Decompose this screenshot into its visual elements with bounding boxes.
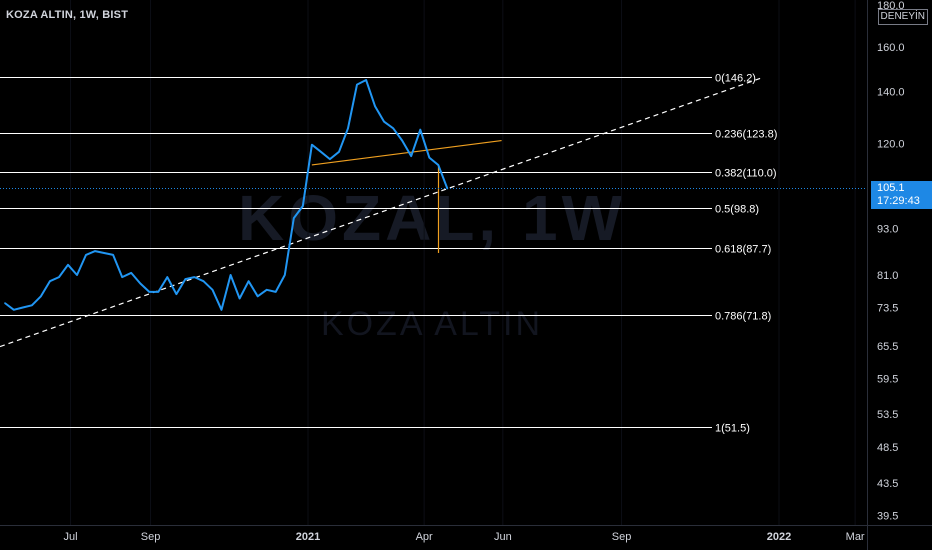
y-tick-label: 120.0 — [877, 138, 905, 150]
price-point — [112, 254, 114, 256]
price-point — [293, 217, 295, 219]
price-point — [374, 105, 376, 107]
price-point — [40, 295, 42, 297]
price-point — [85, 254, 87, 256]
price-point — [94, 250, 96, 252]
fib-level-label: 0.786(71.8) — [715, 311, 771, 323]
price-line — [4, 79, 449, 311]
last-price-value: 105.1 — [877, 182, 905, 194]
y-tick-label: 59.5 — [877, 373, 898, 385]
watermark: KOZAL, 1W KOZA ALTIN — [238, 182, 626, 343]
x-axis[interactable]: Jul Sep 2021 Apr Jun Sep 2022 Mar — [64, 531, 865, 543]
price-point — [347, 127, 349, 129]
y-tick-label: 73.5 — [877, 303, 898, 315]
price-point — [248, 280, 250, 282]
price-point — [148, 291, 150, 293]
price-point — [184, 278, 187, 280]
last-price-tag: 105.1 17:29:43 — [871, 181, 932, 209]
price-point — [257, 295, 259, 297]
price-point — [157, 291, 159, 293]
watermark-symbol: KOZAL, 1W — [238, 182, 626, 254]
watermark-name: KOZA ALTIN — [321, 305, 543, 343]
x-tick-label: 2022 — [767, 531, 791, 543]
price-point — [49, 280, 51, 282]
orange-neckline — [311, 139, 502, 166]
price-point — [22, 306, 24, 309]
trend-line[interactable] — [0, 76, 867, 348]
y-tick-label: 140.0 — [877, 87, 905, 99]
y-tick-label: 43.5 — [877, 478, 898, 490]
fib-level-label: 1(51.5) — [715, 423, 750, 435]
price-point — [76, 274, 78, 276]
y-tick-label: 39.5 — [877, 511, 898, 523]
price-point — [401, 139, 403, 142]
y-axis[interactable]: 180.0160.0140.0120.0105.093.081.073.565.… — [877, 0, 905, 523]
price-point — [266, 289, 268, 291]
price-point — [383, 121, 385, 123]
price-point — [437, 164, 439, 166]
price-point — [31, 304, 33, 306]
y-tick-label: 160.0 — [877, 42, 905, 54]
price-point — [320, 151, 322, 153]
price-point — [275, 291, 277, 293]
price-point — [193, 276, 196, 278]
price-point — [419, 129, 421, 131]
price-point — [356, 84, 358, 86]
x-tick-label: Sep — [612, 531, 632, 543]
fib-level-label: 0.236(123.8) — [715, 129, 777, 141]
y-tick-label: 93.0 — [877, 224, 898, 236]
price-point — [392, 127, 394, 129]
price-point — [329, 158, 331, 160]
price-point — [284, 274, 286, 276]
fib-level-label: 0(146.2) — [715, 73, 756, 85]
y-tick-label: 53.5 — [877, 409, 898, 421]
price-point — [166, 276, 168, 278]
price-point — [67, 264, 69, 266]
price-point — [302, 205, 304, 207]
price-point — [211, 289, 214, 291]
y-tick-label: 48.5 — [877, 442, 898, 454]
bar-countdown: 17:29:43 — [877, 195, 920, 207]
price-series — [4, 79, 449, 311]
price-point — [139, 282, 141, 284]
x-tick-label: Sep — [141, 531, 161, 543]
price-point — [311, 144, 313, 146]
fib-level-label: 0.5(98.8) — [715, 204, 759, 216]
price-point — [103, 252, 105, 254]
price-point — [229, 274, 232, 276]
price-point — [121, 276, 123, 278]
price-point — [365, 79, 367, 81]
price-point — [239, 297, 241, 300]
price-point — [58, 276, 60, 278]
fibonacci-retracement[interactable]: 0(146.2) 0.236(123.8) 0.382(110.0) 0.5(98.8… — [0, 73, 777, 435]
price-point — [175, 293, 177, 295]
x-tick-label: Apr — [416, 531, 433, 543]
chart-title: KOZA ALTIN, 1W, BIST — [6, 9, 129, 21]
price-point — [4, 302, 6, 304]
price-point — [338, 151, 340, 153]
price-point — [130, 272, 132, 274]
y-tick-label: 65.5 — [877, 341, 898, 353]
price-point — [220, 309, 223, 311]
demo-button[interactable]: DENEYİN — [877, 9, 928, 25]
x-tick-label: 2021 — [296, 531, 320, 543]
y-tick-label: 81.0 — [877, 270, 898, 282]
price-point — [428, 157, 430, 159]
x-tick-label: Jun — [494, 531, 512, 543]
x-tick-label: Jul — [64, 531, 78, 543]
fib-level-label: 0.618(87.7) — [715, 244, 771, 256]
price-point — [410, 155, 412, 157]
price-point — [13, 309, 15, 311]
fib-level-label: 0.382(110.0) — [715, 168, 777, 180]
price-point — [446, 188, 448, 190]
x-tick-label: Mar — [846, 531, 865, 543]
price-point — [202, 280, 205, 282]
